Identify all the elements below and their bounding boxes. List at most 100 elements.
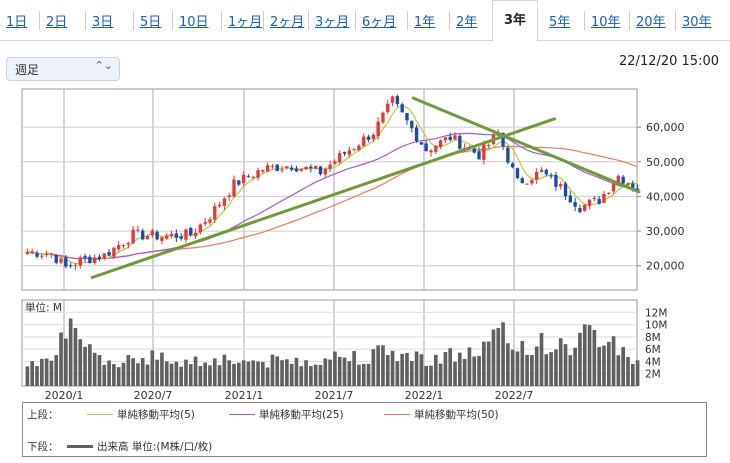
candle-body	[323, 169, 327, 175]
candle-body	[64, 257, 68, 267]
volume-bar	[289, 363, 294, 386]
volume-bar	[448, 348, 453, 386]
volume-bar	[606, 341, 611, 386]
candle-body	[280, 169, 284, 171]
tab-2日[interactable]: 2日	[39, 11, 67, 30]
volume-bar	[453, 361, 457, 386]
candle-body	[88, 256, 92, 264]
candle-body	[472, 148, 476, 153]
tab-5年[interactable]: 5年	[549, 15, 571, 30]
candle-body	[583, 204, 587, 211]
candle-body	[549, 175, 553, 177]
x-tick-label: 2022/1	[405, 389, 444, 402]
volume-bar	[371, 349, 376, 386]
y-tick-label: 50,000	[646, 156, 685, 169]
tab-30年[interactable]: 30年	[675, 11, 712, 30]
volume-bar	[179, 366, 183, 386]
tab-10年[interactable]: 10年	[584, 11, 621, 30]
volume-bar	[102, 364, 107, 386]
candle-body	[539, 169, 544, 172]
x-tick-label: 2020/7	[134, 389, 173, 402]
volume-bar	[544, 354, 549, 386]
candle-body	[453, 135, 457, 140]
volume-bar	[400, 353, 404, 386]
candle-body	[155, 231, 159, 240]
volume-bar	[419, 354, 424, 386]
volume-bar	[409, 360, 414, 386]
volume-bar	[486, 341, 491, 386]
tab-3年[interactable]: 3年	[492, 0, 538, 42]
trendline-support	[90, 117, 557, 280]
volume-bar	[227, 360, 232, 386]
candle-body	[347, 150, 351, 155]
candle-body	[530, 180, 534, 184]
x-tick-label: 2022/7	[495, 389, 534, 402]
tab-5日[interactable]: 5日	[133, 11, 161, 30]
chevron-updown-icon: ⌃⌄	[94, 59, 113, 72]
candle-body	[381, 112, 385, 123]
volume-bar	[549, 352, 553, 386]
volume-bar	[424, 365, 429, 386]
candle-body	[544, 169, 548, 175]
tab-20年[interactable]: 20年	[629, 11, 666, 30]
candle-body	[400, 104, 404, 113]
volume-bar	[299, 366, 304, 386]
candle-body	[289, 167, 294, 170]
volume-bar	[573, 347, 577, 386]
volume-bar	[525, 355, 529, 386]
volume-bar	[381, 345, 385, 386]
candle-body	[304, 166, 308, 170]
tab-6ヶ月[interactable]: 6ヶ月	[355, 11, 396, 30]
candle-body	[419, 142, 424, 145]
volume-bar	[337, 357, 342, 386]
volume-bar	[246, 361, 251, 386]
volume-tick-label: 8M	[645, 332, 661, 344]
candle-body	[314, 165, 318, 169]
volume-bar	[457, 352, 462, 386]
chart-timestamp: 22/12/20 15:00	[619, 54, 719, 69]
tab-1日[interactable]: 1日	[6, 15, 28, 30]
candle-body	[131, 229, 135, 244]
candle-body	[429, 150, 433, 153]
candle-body	[342, 152, 347, 154]
tab-2年[interactable]: 2年	[449, 11, 477, 30]
candle-body	[68, 265, 73, 267]
volume-bar	[35, 366, 39, 386]
volume-bar	[309, 366, 313, 386]
volume-bar	[558, 338, 563, 386]
candle-body	[482, 144, 486, 160]
volume-bar	[131, 358, 135, 386]
volume-bar	[414, 351, 419, 386]
volume-bar	[203, 362, 208, 386]
volume-bar	[251, 360, 256, 386]
volume-unit-label: 単位: M	[25, 301, 62, 314]
candle-interval-select[interactable]: 週足 ⌃⌄	[6, 57, 120, 81]
candle-interval-value: 週足	[15, 63, 40, 77]
volume-bar	[587, 325, 592, 386]
volume-bar	[169, 363, 174, 386]
tab-3日[interactable]: 3日	[85, 11, 113, 30]
tab-10日[interactable]: 10日	[172, 11, 209, 30]
volume-bar	[184, 359, 188, 386]
tab-3ヶ月[interactable]: 3ヶ月	[308, 11, 349, 30]
tab-2ヶ月[interactable]: 2ヶ月	[263, 11, 304, 30]
volume-bar	[68, 318, 73, 386]
tab-1年[interactable]: 1年	[407, 11, 435, 30]
candle-body	[169, 233, 174, 237]
candle-body	[285, 166, 289, 169]
volume-bar	[294, 357, 299, 386]
volume-bar	[126, 355, 131, 386]
tab-1ヶ月[interactable]: 1ヶ月	[221, 11, 262, 30]
candle-body	[251, 176, 255, 178]
volume-bar	[25, 366, 30, 386]
volume-bar	[554, 349, 558, 386]
candle-body	[92, 257, 97, 263]
candle-body	[198, 224, 203, 233]
volume-bar	[188, 364, 193, 386]
volume-bar	[212, 358, 217, 386]
legend-ma5: 単純移動平均(5)	[87, 407, 195, 422]
candle-body	[241, 174, 246, 184]
candle-body	[458, 135, 462, 149]
volume-bar	[49, 360, 54, 386]
